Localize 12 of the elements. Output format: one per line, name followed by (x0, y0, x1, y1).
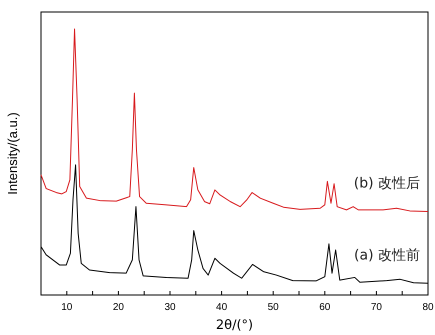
x-tick-label: 60 (319, 302, 331, 313)
x-tick-label: 50 (268, 302, 280, 313)
x-tick-label: 20 (112, 302, 124, 313)
x-tick-label: 70 (370, 302, 382, 313)
x-axis-title: 2θ/(°) (216, 318, 254, 333)
series-label: (b) 改性后 (354, 175, 420, 192)
y-axis-title: Intensity/(a.u.) (5, 112, 20, 195)
x-tick-label: 80 (422, 302, 434, 313)
x-tick-label: 40 (216, 302, 228, 313)
x-tick-label: 30 (164, 302, 176, 313)
series-label: (a) 改性前 (354, 247, 420, 264)
x-tick-label: 10 (61, 302, 73, 313)
